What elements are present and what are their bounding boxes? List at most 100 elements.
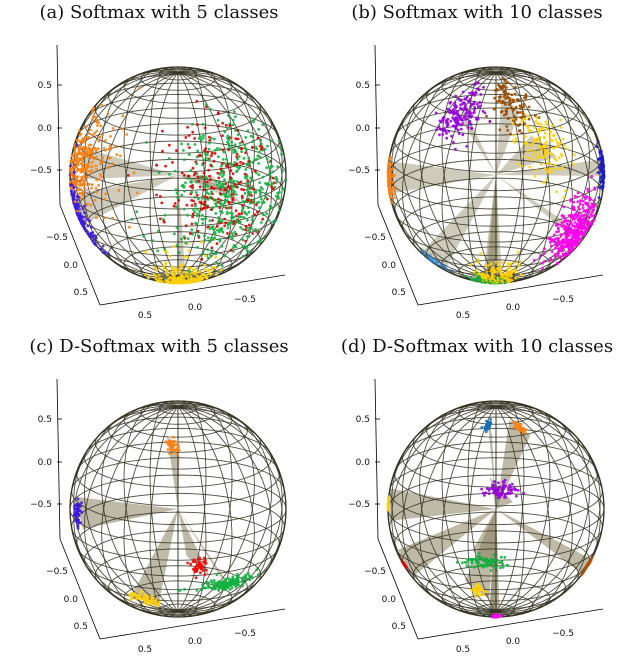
data-point <box>461 90 465 94</box>
data-point <box>195 162 199 166</box>
data-point <box>104 139 107 142</box>
data-point <box>202 134 205 138</box>
data-point <box>525 124 529 128</box>
data-point <box>459 103 462 107</box>
data-point <box>578 202 582 206</box>
data-point <box>174 188 178 192</box>
y-tick-label: 0.0 <box>382 595 397 605</box>
data-point <box>83 186 86 190</box>
data-point <box>182 235 186 239</box>
meridian-line <box>177 406 233 617</box>
data-point <box>559 118 562 122</box>
data-point <box>473 557 477 561</box>
data-point <box>519 107 522 110</box>
data-point <box>581 206 585 210</box>
data-point <box>555 190 559 194</box>
data-point <box>524 141 527 145</box>
data-point <box>75 178 79 182</box>
data-point <box>388 187 391 191</box>
data-point <box>209 579 213 583</box>
data-point <box>593 213 596 217</box>
data-point <box>218 206 222 210</box>
data-point <box>76 175 80 179</box>
data-point <box>231 191 235 194</box>
data-point <box>271 170 275 174</box>
data-point <box>524 144 528 148</box>
data-point <box>89 128 92 132</box>
data-point <box>175 149 178 153</box>
data-point <box>516 263 520 266</box>
data-point <box>252 187 256 191</box>
data-point <box>528 165 532 169</box>
data-point <box>516 124 520 127</box>
data-point <box>387 160 391 164</box>
data-point <box>155 193 158 197</box>
data-point <box>181 266 185 270</box>
data-point <box>501 77 505 80</box>
data-point <box>111 126 115 130</box>
data-point <box>178 268 182 272</box>
data-point <box>543 131 547 135</box>
class-cone <box>460 101 496 175</box>
data-point <box>481 109 485 113</box>
data-point <box>235 163 238 166</box>
data-point <box>139 591 143 595</box>
data-point <box>160 201 164 205</box>
data-point <box>189 266 193 270</box>
data-point <box>427 256 431 260</box>
data-point <box>476 260 480 264</box>
data-point <box>478 101 482 104</box>
data-point <box>245 183 249 186</box>
data-point <box>166 273 170 277</box>
data-point <box>534 114 537 118</box>
data-point <box>186 213 190 217</box>
data-point <box>503 493 507 497</box>
data-point <box>71 153 75 157</box>
data-point <box>183 587 186 591</box>
data-point <box>186 142 190 146</box>
data-point <box>83 199 87 202</box>
data-point <box>130 217 134 221</box>
data-point <box>181 263 185 266</box>
data-point <box>457 122 461 126</box>
data-point <box>247 572 250 575</box>
data-point <box>91 118 94 122</box>
data-point <box>564 233 568 236</box>
data-point <box>503 556 507 559</box>
data-point <box>476 81 480 85</box>
data-point <box>243 176 247 179</box>
data-point <box>520 429 524 433</box>
data-point <box>531 142 535 146</box>
data-point <box>262 213 265 217</box>
data-point <box>572 200 576 204</box>
data-point <box>585 566 589 569</box>
data-point <box>200 163 204 167</box>
panel-title: (d) D-Softmax with 10 classes <box>340 336 614 357</box>
data-point <box>107 165 111 169</box>
data-point <box>496 496 500 500</box>
data-point <box>534 169 538 172</box>
data-point <box>221 182 224 186</box>
data-point <box>117 188 121 192</box>
data-point <box>230 586 234 590</box>
data-point <box>590 555 594 559</box>
data-point <box>562 205 566 209</box>
data-point <box>253 158 257 161</box>
data-point <box>76 202 80 206</box>
data-point <box>533 175 537 178</box>
data-point <box>591 220 595 223</box>
data-point <box>168 275 172 279</box>
data-point <box>388 171 392 174</box>
data-point <box>540 127 544 131</box>
data-point <box>219 184 223 188</box>
data-point <box>169 452 172 455</box>
data-point <box>251 232 255 235</box>
data-point <box>93 242 97 246</box>
data-point <box>214 252 218 256</box>
data-point <box>167 443 171 447</box>
data-point <box>216 171 220 175</box>
data-point <box>187 174 190 178</box>
data-point <box>250 575 254 579</box>
data-point <box>520 164 524 168</box>
data-point <box>452 112 455 116</box>
